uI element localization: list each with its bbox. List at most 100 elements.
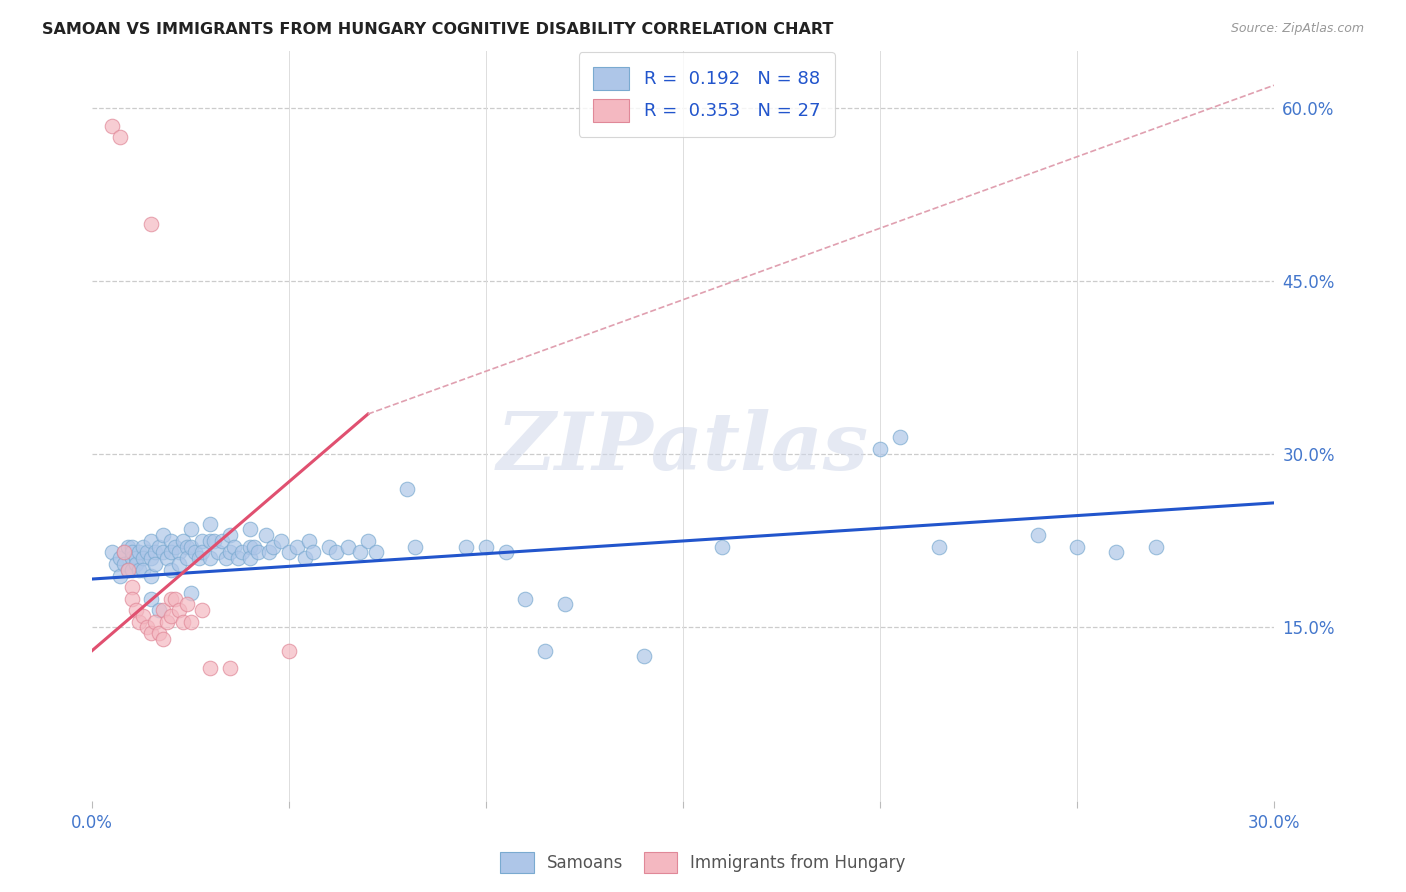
Point [132,551,155,566]
Point [176,598,198,612]
Point [160,591,183,606]
Point [143,615,166,629]
Point [404,540,426,554]
Point [285,540,308,554]
Point [112,545,135,559]
Point [869,442,891,456]
Text: ZIPatlas: ZIPatlas [496,409,869,487]
Point [889,430,911,444]
Point [254,528,277,542]
Point [278,545,301,559]
Point [128,615,150,629]
Point [239,551,262,566]
Point [219,528,242,542]
Point [301,545,323,559]
Point [128,545,150,559]
Point [152,603,174,617]
Point [160,533,183,548]
Point [515,591,537,606]
Point [534,643,557,657]
Point [183,545,205,559]
Point [337,540,360,554]
Point [108,568,131,582]
Point [200,551,222,566]
Point [136,545,159,559]
Point [148,603,170,617]
Point [349,545,371,559]
Point [180,523,202,537]
Point [1144,540,1167,554]
Point [396,482,419,496]
Point [163,591,186,606]
Point [180,615,202,629]
Point [191,603,214,617]
Point [141,551,163,566]
Point [357,533,380,548]
Point [121,580,143,594]
Point [167,545,190,559]
Point [456,540,478,554]
Text: SAMOAN VS IMMIGRANTS FROM HUNGARY COGNITIVE DISABILITY CORRELATION CHART: SAMOAN VS IMMIGRANTS FROM HUNGARY COGNIT… [42,22,834,37]
Point [239,523,262,537]
Point [200,533,222,548]
Text: Source: ZipAtlas.com: Source: ZipAtlas.com [1230,22,1364,36]
Point [141,626,163,640]
Point [554,598,576,612]
Point [298,533,321,548]
Point [160,609,183,624]
Point [160,545,183,559]
Point [132,540,155,554]
Point [141,591,163,606]
Point [121,540,143,554]
Point [1105,545,1128,559]
Point [121,551,143,566]
Point [1066,540,1088,554]
Point [167,603,190,617]
Point [124,551,146,566]
Point [152,545,174,559]
Point [132,609,155,624]
Point [148,626,170,640]
Point [222,540,245,554]
Point [928,540,950,554]
Legend: R =  0.192   N = 88, R =  0.353   N = 27: R = 0.192 N = 88, R = 0.353 N = 27 [579,53,835,136]
Point [156,615,179,629]
Point [633,649,655,664]
Point [325,545,347,559]
Point [318,540,340,554]
Point [124,603,146,617]
Point [364,545,387,559]
Point [160,563,183,577]
Point [128,563,150,577]
Point [143,557,166,571]
Point [117,563,139,577]
Point [121,545,143,559]
Point [231,545,253,559]
Point [148,540,170,554]
Point [117,563,139,577]
Point [163,540,186,554]
Point [495,545,517,559]
Point [202,533,225,548]
Point [475,540,498,554]
Point [200,661,222,675]
Point [1026,528,1049,542]
Point [112,545,135,559]
Point [211,533,233,548]
Point [101,545,124,559]
Point [104,557,127,571]
Point [219,661,242,675]
Point [226,551,249,566]
Point [176,540,198,554]
Point [172,615,194,629]
Point [136,620,159,634]
Legend: Samoans, Immigrants from Hungary: Samoans, Immigrants from Hungary [494,846,912,880]
Point [141,217,163,231]
Point [124,557,146,571]
Point [143,545,166,559]
Point [141,568,163,582]
Point [121,591,143,606]
Point [239,540,262,554]
Point [262,540,284,554]
Point [180,540,202,554]
